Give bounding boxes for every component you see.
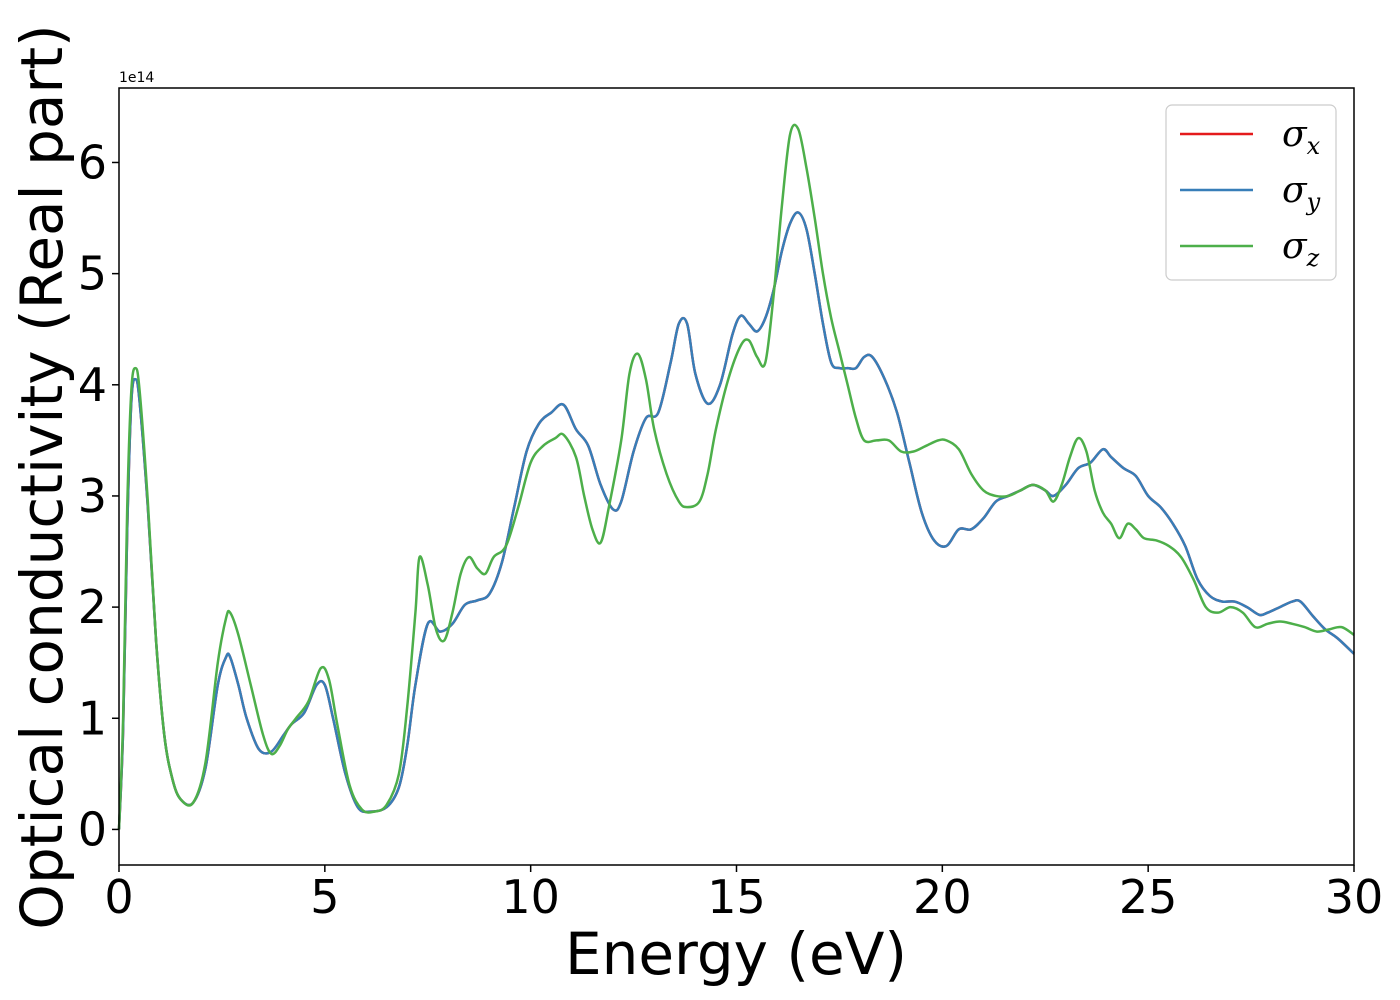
y-tick-label: 6 [78,135,107,189]
legend-label: σy [1282,170,1321,216]
legend-entry-sigma-y: σy [1180,170,1321,216]
y-tick-label: 1 [78,691,107,745]
y-tick-label: 5 [78,247,107,301]
legend-label: σx [1282,114,1321,160]
series-line-sigma-y [117,211,1355,830]
legend-label: σz [1282,226,1320,272]
x-tick-label: 20 [913,870,972,924]
series-line-sigma-z [117,123,1355,830]
plot-background [119,88,1354,865]
x-tick-label: 10 [501,870,560,924]
legend-entry-sigma-x: σx [1180,114,1321,160]
y-tick-label: 4 [78,358,107,412]
x-tick-label: 30 [1325,870,1384,924]
x-axis: 0 5 10 15 20 25 30 [104,865,1383,924]
legend-entry-sigma-z: σz [1180,226,1320,272]
y-tick-label: 3 [78,469,107,523]
y-axis: 0 1 2 3 4 5 6 [78,135,119,856]
legend: σx σy σz [1165,104,1337,281]
x-tick-label: 0 [104,870,133,924]
x-tick-label: 25 [1119,870,1178,924]
x-tick-label: 5 [310,870,339,924]
legend-frame [1165,104,1337,281]
y-tick-label: 2 [78,580,107,634]
x-axis-title: Energy (eV) [565,920,907,988]
y-tick-label: 0 [78,802,107,856]
y-axis-title: Optical conductivity (Real part) [8,24,76,929]
series-layer [117,123,1355,830]
x-tick-label: 15 [707,870,766,924]
y-offset-label: 1e14 [119,70,154,86]
